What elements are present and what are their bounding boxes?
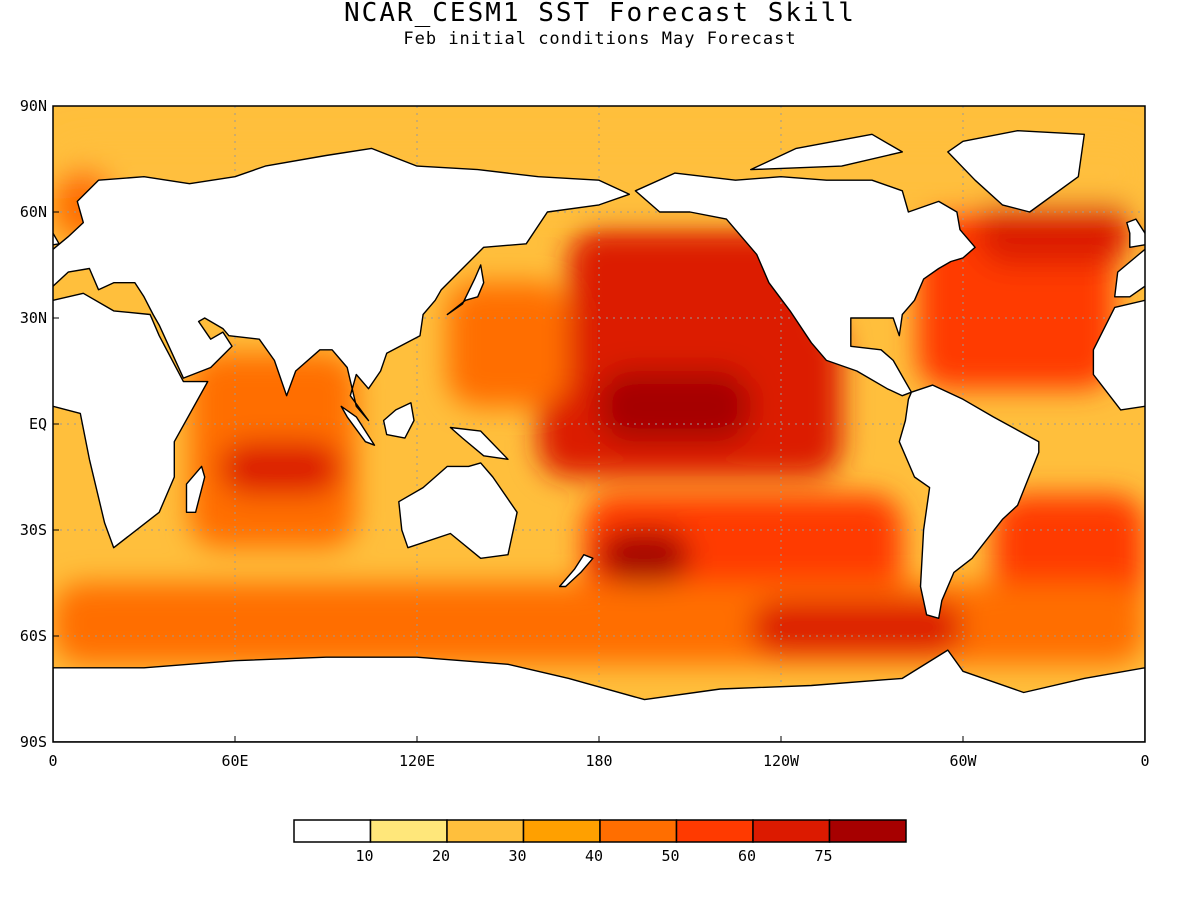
lat-tick-label: 30S [20, 521, 47, 539]
region-subpolar-atlantic [978, 194, 1130, 265]
land-africa [1092, 299, 1145, 411]
land-japan [446, 264, 485, 316]
land-greenland [947, 130, 1085, 213]
lon-tick-label: 180 [585, 752, 612, 770]
colorbar-label: 40 [585, 847, 603, 865]
lat-tick-label: 60S [20, 627, 47, 645]
latitude-ticks: 90N 60N 30N EQ 30S 60S 90S [20, 97, 59, 751]
lat-tick-label: 90S [20, 733, 47, 751]
region-south-indian-ocean-core [219, 441, 342, 495]
land-eurasia [1114, 248, 1145, 298]
land-africa [53, 292, 209, 549]
region-southern-ocean-pacific [750, 600, 963, 654]
lat-tick-label: 60N [20, 203, 47, 221]
longitude-ticks: 0 60E 120E 180 120W 60W 0 [48, 736, 1150, 770]
colorbar-box [675, 819, 754, 843]
map-title: NCAR_CESM1 SST Forecast Skill [344, 0, 856, 28]
land-eurasia [53, 147, 630, 422]
colorbar-label: 75 [814, 847, 832, 865]
lon-tick-label: 60W [949, 752, 977, 770]
land-antarctica [53, 649, 1145, 742]
colorbar-box [369, 819, 448, 843]
lat-tick-label: 90N [20, 97, 47, 115]
colorbar-box [828, 819, 907, 843]
colorbar-label: 60 [738, 847, 756, 865]
land-arctic-islands [750, 133, 903, 171]
land-masks [53, 130, 1145, 742]
lon-tick-label: 120E [399, 752, 435, 770]
colorbar: 10 20 30 40 50 60 75 [293, 819, 907, 865]
land-sumatra [340, 405, 376, 446]
land-madagascar [185, 465, 206, 513]
land-great-britain [1126, 218, 1145, 248]
lon-tick-label: 0 [1140, 752, 1149, 770]
land-south-america [898, 384, 1040, 619]
region-south-pacific-core [599, 530, 690, 583]
colorbar-box [293, 819, 372, 843]
colorbar-label: 30 [508, 847, 526, 865]
land-great-britain [53, 231, 60, 246]
lon-tick-label: 0 [48, 752, 57, 770]
lat-tick-label: 30N [20, 309, 47, 327]
land-new-zealand [558, 554, 594, 588]
region-central-pacific-core [599, 371, 751, 442]
land-australia [398, 462, 518, 559]
colorbar-label: 50 [661, 847, 679, 865]
colorbar-box [522, 819, 601, 843]
colorbar-box [752, 819, 831, 843]
map-subtitle: Feb initial conditions May Forecast [403, 29, 797, 49]
region-western-pacific [447, 282, 569, 407]
lon-tick-label: 60E [221, 752, 248, 770]
map-plot-area [53, 106, 1145, 742]
lon-tick-label: 120W [763, 752, 800, 770]
lat-tick-label: EQ [29, 415, 47, 433]
colorbar-box [599, 819, 678, 843]
colorbar-label: 10 [355, 847, 373, 865]
colorbar-box [446, 819, 525, 843]
colorbar-label: 20 [432, 847, 450, 865]
land-borneo [382, 402, 415, 439]
land-new-guinea [449, 426, 509, 460]
land-north-america [634, 172, 976, 397]
